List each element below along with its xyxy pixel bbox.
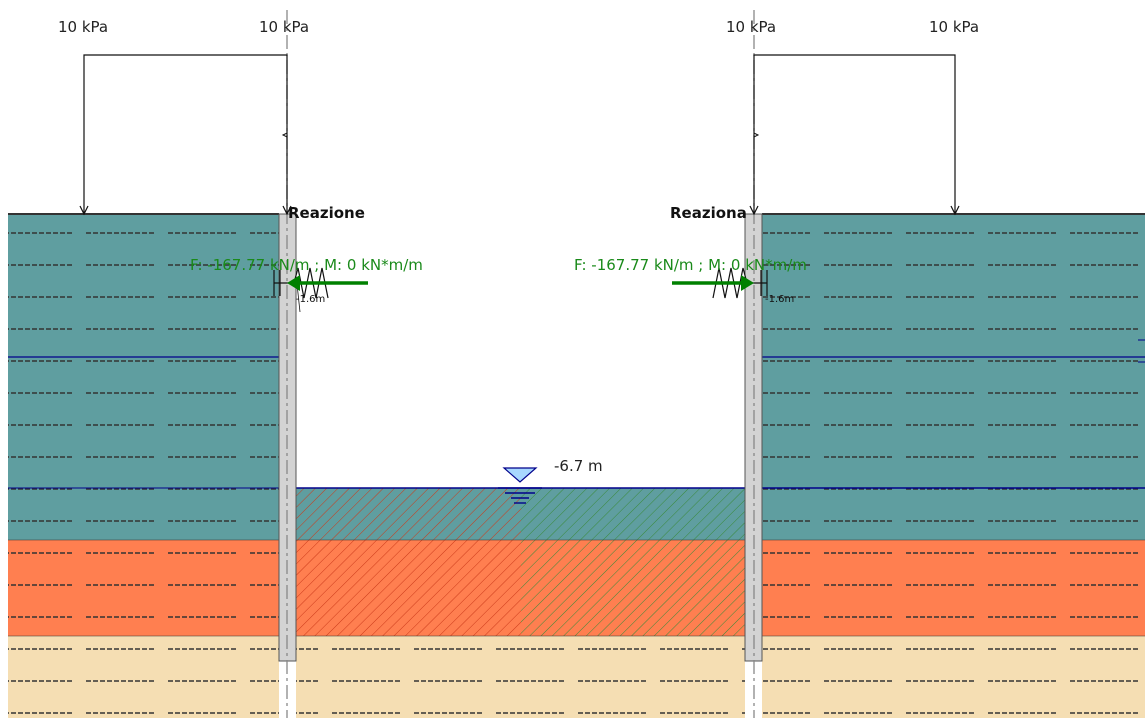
layer-boundaries — [8, 213, 1145, 637]
force-arrow-right — [672, 275, 754, 291]
reaction-force-label-left: F: -167.77 kN/m ; M: 0 kN*m/m — [190, 256, 423, 274]
reaction-title-right: Reaziona — [670, 204, 747, 222]
load-label-left-outer: 10 kPa — [58, 18, 108, 36]
water-table — [8, 339, 1145, 489]
excavation-level-label: -6.7 m — [554, 457, 603, 475]
load-label-right-outer: 10 kPa — [929, 18, 979, 36]
load-label-left-inner: 10 kPa — [259, 18, 309, 36]
soil-dash-texture — [8, 214, 1145, 718]
water-level-icon — [498, 467, 542, 504]
reaction-title-left: Reazione — [288, 204, 365, 222]
strut-depth-label-right: -1.6m — [765, 294, 794, 305]
strut-depth-label-left: -1.6m — [296, 294, 325, 305]
force-arrow-left — [287, 275, 368, 291]
hatch-red-area — [296, 488, 521, 636]
surcharge-load-right — [749, 54, 960, 216]
surcharge-load-left — [79, 54, 292, 216]
reaction-force-label-right: F: -167.77 kN/m ; M: 0 kN*m/m — [574, 256, 807, 274]
load-label-right-inner: 10 kPa — [726, 18, 776, 36]
wall-ticks — [281, 132, 760, 138]
hatch-green-area — [521, 488, 745, 636]
